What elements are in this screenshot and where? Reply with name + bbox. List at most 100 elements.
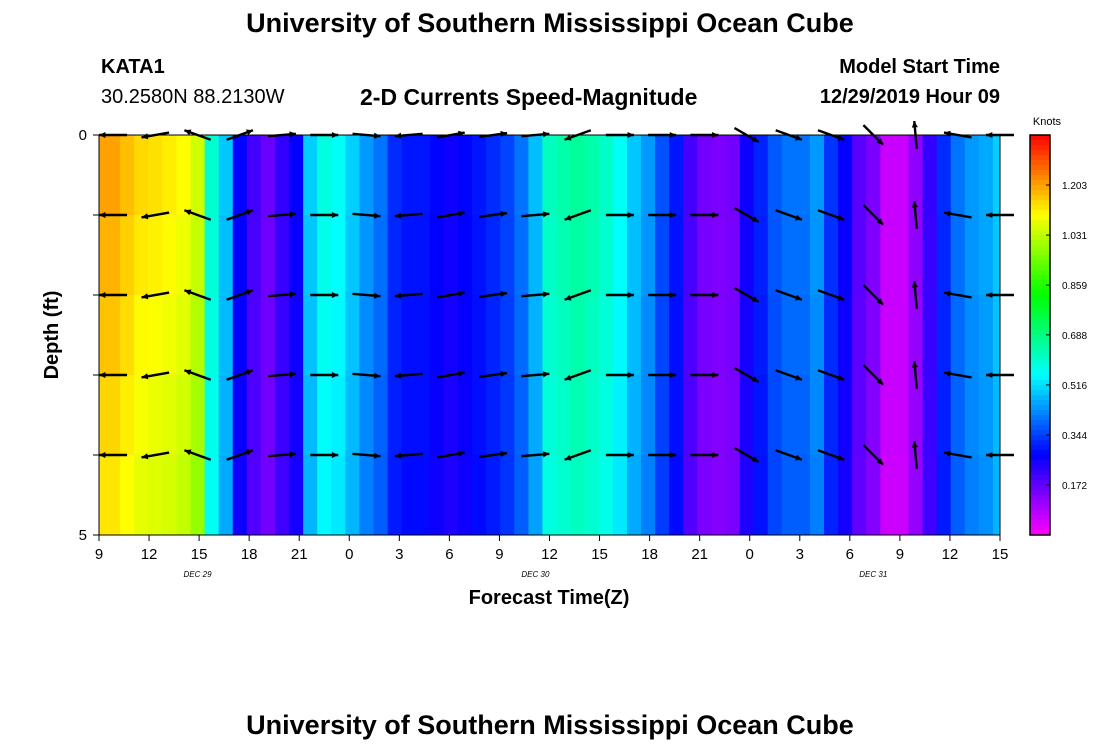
- colorbar-swatch: [1030, 530, 1050, 536]
- heatmap-cell: [204, 295, 220, 376]
- heatmap-cell: [655, 295, 670, 376]
- heatmap-cell: [781, 455, 797, 536]
- heatmap-cell: [711, 455, 726, 536]
- current-arrowhead: [141, 453, 149, 460]
- heatmap-cell: [331, 135, 346, 216]
- heatmap-cell: [246, 135, 262, 216]
- current-arrowhead: [289, 291, 296, 298]
- heatmap-cell: [556, 135, 572, 216]
- heatmap-cell: [106, 375, 121, 456]
- heatmap-cell: [528, 215, 543, 296]
- heatmap-cell: [964, 375, 980, 456]
- heatmap-cell: [936, 135, 952, 216]
- heatmap-cell: [443, 455, 459, 536]
- current-arrowhead: [986, 292, 993, 298]
- colorbar-swatch: [1030, 345, 1050, 351]
- heatmap-cell: [190, 135, 205, 216]
- heatmap-cell: [134, 135, 149, 216]
- heatmap-cell: [176, 295, 191, 376]
- heatmap-cell: [683, 375, 698, 456]
- heatmap-cell: [331, 215, 346, 296]
- heatmap-cell: [359, 295, 374, 376]
- heatmap-cell: [626, 135, 642, 216]
- heatmap-cell: [260, 215, 276, 296]
- current-arrowhead: [184, 449, 192, 456]
- heatmap-cell: [838, 375, 853, 456]
- heatmap-cell: [472, 455, 487, 536]
- current-arrowhead: [627, 372, 634, 378]
- x-tick-label: 9: [495, 546, 503, 563]
- heatmap-cell: [992, 375, 1001, 456]
- heatmap-cell: [725, 135, 740, 216]
- current-arrowhead: [876, 298, 884, 305]
- current-arrowhead: [500, 210, 508, 217]
- heatmap-cell: [992, 215, 1001, 296]
- heatmap-cell: [683, 215, 698, 296]
- heatmap-cell: [866, 455, 881, 536]
- heatmap-cell: [866, 215, 881, 296]
- heatmap-cell: [99, 455, 107, 536]
- heatmap-cell: [373, 135, 389, 216]
- heatmap-cell: [486, 375, 501, 456]
- colorbar-tick-label: 0.172: [1062, 481, 1087, 492]
- current-arrowhead: [394, 372, 402, 379]
- colorbar-swatch: [1030, 315, 1050, 321]
- x-tick-label: 3: [796, 546, 804, 563]
- current-arrowhead: [986, 452, 993, 458]
- heatmap-cell: [443, 295, 459, 376]
- heatmap-cell: [472, 375, 487, 456]
- heatmap-cell: [289, 135, 304, 216]
- heatmap-cell: [612, 215, 628, 296]
- colorbar-swatch: [1030, 470, 1050, 476]
- heatmap-cell: [274, 455, 290, 536]
- current-arrowhead: [184, 369, 192, 376]
- current-arrowhead: [458, 290, 465, 297]
- current-arrowhead: [246, 129, 253, 136]
- x-tick-label: 21: [691, 546, 708, 563]
- x-tick-label: 12: [541, 546, 558, 563]
- heatmap-cell: [345, 295, 360, 376]
- current-arrowhead: [500, 290, 508, 297]
- heatmap-cell: [331, 295, 346, 376]
- heatmap-cell: [824, 135, 839, 216]
- heatmap-cell: [753, 455, 769, 536]
- colorbar-swatch: [1030, 330, 1050, 336]
- colorbar-swatch: [1030, 270, 1050, 276]
- heatmap-cell: [795, 215, 811, 296]
- heatmap-cell: [809, 215, 825, 296]
- heatmap-cell: [739, 135, 755, 216]
- colorbar-swatch: [1030, 505, 1050, 511]
- colorbar-swatch: [1030, 200, 1050, 206]
- heatmap-cell: [824, 375, 839, 456]
- heatmap-cell: [99, 375, 107, 456]
- colorbar-tick-label: 0.516: [1062, 381, 1087, 392]
- heatmap-cell: [232, 375, 248, 456]
- heatmap-cell: [584, 295, 600, 376]
- heatmap-cell: [120, 295, 135, 376]
- colorbar-swatch: [1030, 515, 1050, 521]
- heatmap-cell: [373, 375, 389, 456]
- colorbar-swatch: [1030, 475, 1050, 481]
- current-arrowhead: [564, 294, 572, 301]
- heatmap-cell: [99, 295, 107, 376]
- current-arrowhead: [911, 441, 918, 448]
- current-arrowhead: [712, 452, 719, 458]
- heatmap-cell: [260, 135, 276, 216]
- heatmap-cell: [443, 215, 459, 296]
- y-axis-label: Depth (ft): [41, 291, 63, 380]
- heatmap-cell: [218, 375, 234, 456]
- colorbar-swatch: [1030, 445, 1050, 451]
- colorbar-swatch: [1030, 335, 1050, 341]
- heatmap-cell: [753, 215, 769, 296]
- current-arrowhead: [373, 372, 381, 379]
- current-arrowhead: [795, 454, 802, 461]
- colorbar-swatch: [1030, 280, 1050, 286]
- current-arrowhead: [712, 212, 719, 218]
- x-tick-label: 15: [191, 546, 208, 563]
- x-tick-label: 15: [591, 546, 608, 563]
- heatmap-cell: [824, 455, 839, 536]
- heatmap-cell: [767, 455, 783, 536]
- heatmap-cell: [978, 135, 994, 216]
- heatmap-cell: [683, 455, 698, 536]
- heatmap-cell: [429, 215, 445, 296]
